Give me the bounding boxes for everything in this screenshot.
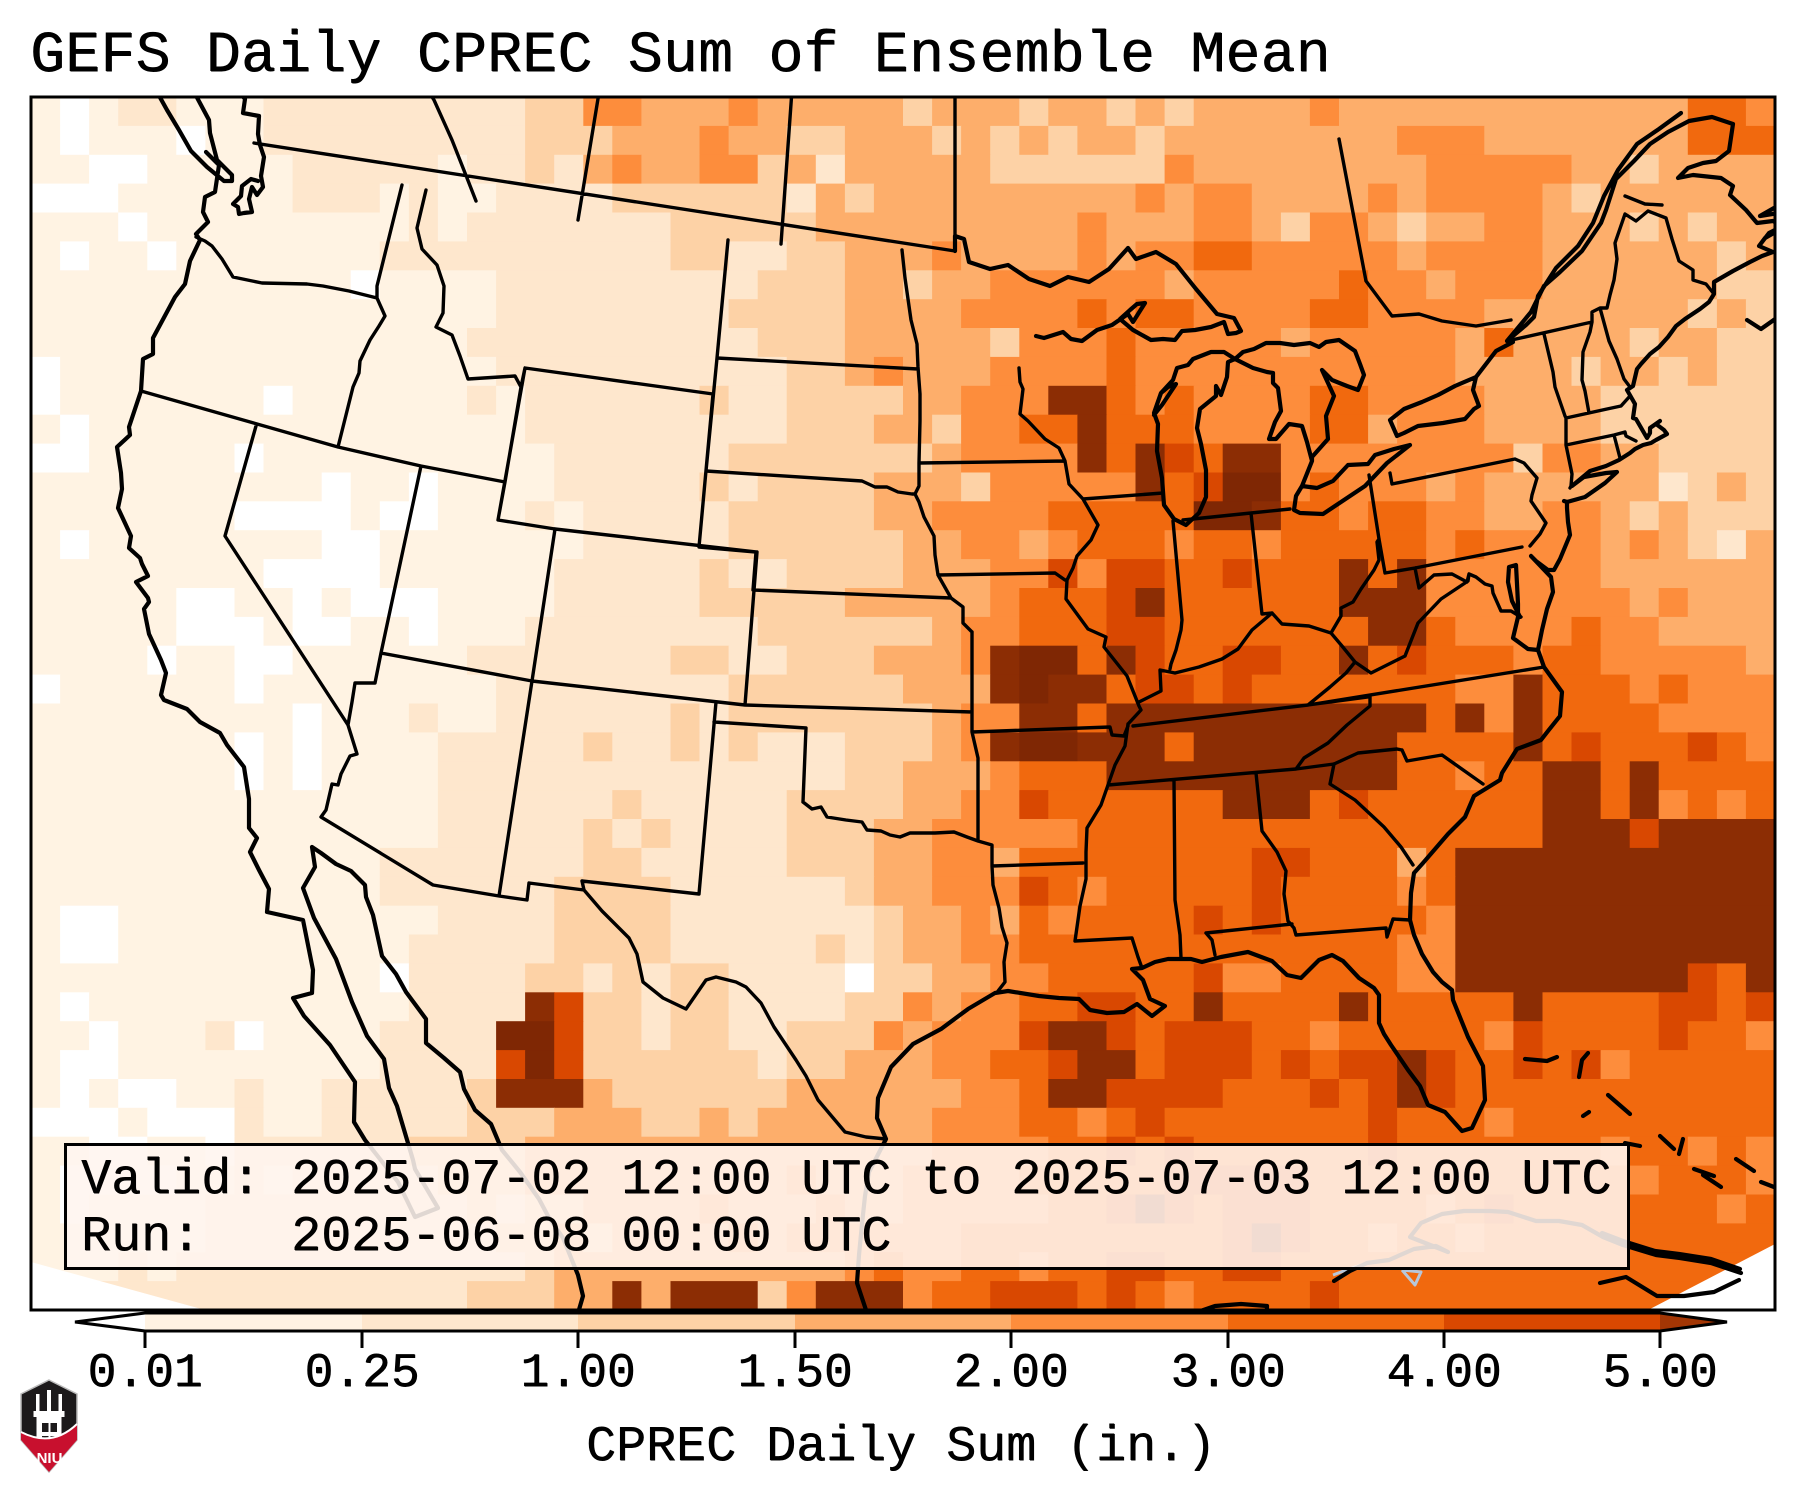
svg-text:NIU: NIU: [37, 1450, 63, 1467]
